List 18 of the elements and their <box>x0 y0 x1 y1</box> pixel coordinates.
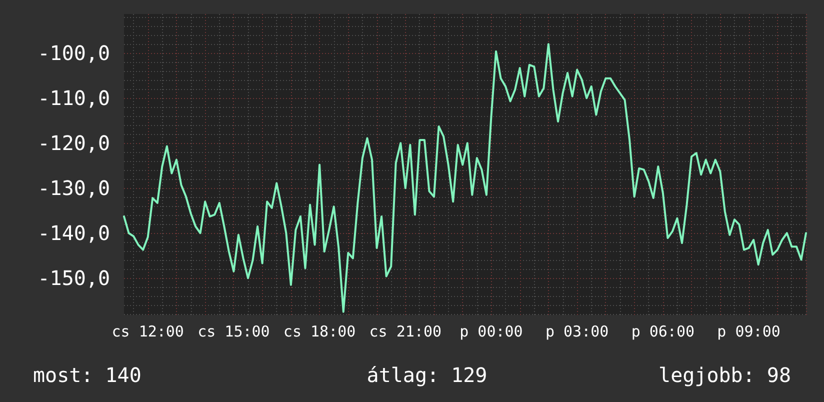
y-tick-label: -100,0 <box>38 41 110 66</box>
y-tick-label: -140,0 <box>38 221 110 246</box>
x-tick-label: p 06:00 <box>631 322 695 340</box>
x-tick-label: cs 12:00 <box>112 322 184 340</box>
text: legjobb: 98 <box>658 363 791 387</box>
x-tick-label: p 03:00 <box>545 322 609 340</box>
x-tick-label: cs 18:00 <box>283 322 356 340</box>
y-tick-label: -130,0 <box>38 176 110 200</box>
x-tick-label: p 00:00 <box>460 322 523 340</box>
x-tick-label: cs 15:00 <box>198 322 270 340</box>
x-tick-label: cs 21:00 <box>369 322 442 340</box>
y-tick-label: -120,0 <box>38 131 110 156</box>
text: átlag: 129 <box>366 363 488 387</box>
y-tick-label: -110,0 <box>38 86 110 110</box>
x-tick-label: p 09:00 <box>717 322 780 340</box>
text: most: 140 <box>33 363 142 387</box>
y-tick-label: -150,0 <box>38 266 110 290</box>
line-series <box>123 43 807 313</box>
